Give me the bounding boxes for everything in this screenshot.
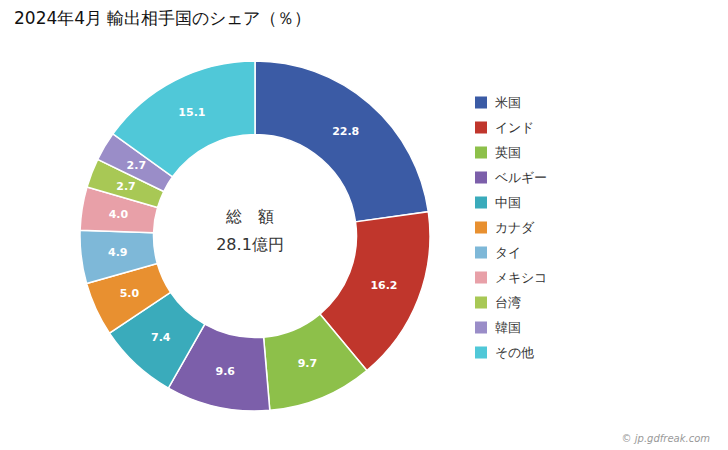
html-text:タイ: タイ [495, 244, 521, 260]
svg-text:15.1: 15.1 [178, 106, 205, 119]
svg-text:2.7: 2.7 [127, 159, 147, 172]
html-text:その他: その他 [495, 344, 534, 360]
svg-text:5.0: 5.0 [120, 287, 140, 300]
html-text:中国: 中国 [495, 194, 521, 210]
svg-text:9.7: 9.7 [298, 357, 318, 370]
svg-text:16.2: 16.2 [370, 279, 397, 292]
svg-text:4.0: 4.0 [109, 208, 129, 221]
html-text:米国: 米国 [495, 94, 521, 110]
svg-text:9.6: 9.6 [216, 365, 236, 378]
svg-text:4.9: 4.9 [108, 246, 128, 259]
html-text:英国: 英国 [495, 144, 521, 160]
html-text:台湾: 台湾 [495, 294, 521, 310]
html-text:ベルギー: ベルギー [495, 169, 547, 185]
html-text:© jp.gdfreak.com: © jp.gdfreak.com [621, 433, 710, 444]
html-text:カナダ: カナダ [495, 219, 534, 235]
html-text:メキシコ: メキシコ [495, 269, 547, 285]
svg-text:7.4: 7.4 [151, 331, 171, 344]
svg-text:22.8: 22.8 [332, 125, 359, 138]
html-text:韓国: 韓国 [495, 319, 521, 335]
svg-text:2.7: 2.7 [116, 180, 136, 193]
html-text:28.1億円: 28.1億円 [216, 235, 284, 254]
html-text:総 額: 総 額 [226, 207, 274, 226]
html-text:2024年4月 輸出相手国のシェア（％）: 2024年4月 輸出相手国のシェア（％） [14, 8, 312, 28]
html-text:インド: インド [495, 119, 534, 135]
